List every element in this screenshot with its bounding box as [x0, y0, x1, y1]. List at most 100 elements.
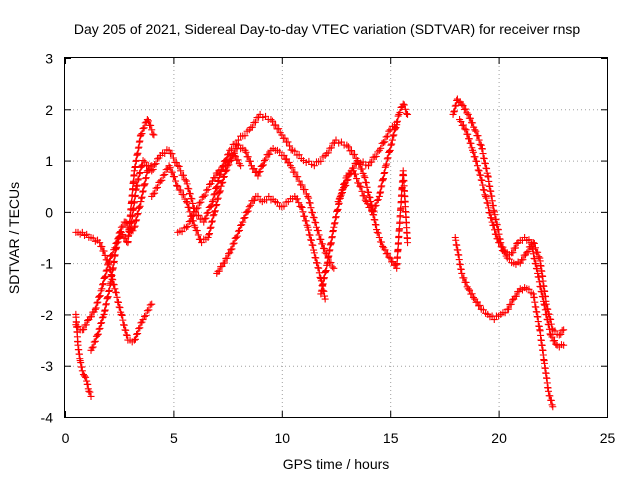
data-point [385, 127, 393, 135]
data-point [343, 176, 351, 184]
data-point [295, 199, 303, 207]
data-point [272, 121, 280, 129]
data-point [209, 212, 217, 220]
data-point [234, 156, 242, 164]
data-point [137, 131, 145, 139]
data-point [234, 227, 242, 235]
data-point [258, 162, 266, 170]
data-point [190, 211, 198, 219]
x-axis-label: GPS time / hours [283, 456, 390, 472]
data-point [335, 195, 343, 203]
data-point [476, 301, 484, 309]
data-point [259, 161, 267, 169]
data-point [492, 216, 500, 224]
data-point [113, 239, 121, 247]
data-point [455, 99, 463, 107]
data-point [539, 293, 547, 301]
data-point [138, 130, 146, 138]
data-point [383, 155, 391, 163]
data-point [178, 228, 186, 236]
data-point [371, 216, 379, 224]
data-point [360, 172, 368, 180]
data-point [175, 162, 183, 170]
data-point [168, 168, 176, 176]
data-point [275, 125, 283, 133]
data-point [133, 211, 141, 219]
data-point [377, 183, 385, 191]
data-point [464, 130, 472, 138]
data-point [193, 205, 201, 213]
data-point [551, 327, 559, 335]
data-point [297, 203, 305, 211]
data-point [134, 210, 142, 218]
data-point [204, 208, 212, 216]
data-point [347, 147, 355, 155]
data-point [140, 124, 148, 132]
data-point [149, 190, 157, 198]
data-point [130, 336, 138, 344]
data-point [367, 198, 375, 206]
data-point [317, 287, 325, 295]
data-point [146, 301, 154, 309]
data-point [353, 175, 361, 183]
data-point [231, 149, 239, 157]
data-point [149, 130, 157, 138]
data-point [117, 223, 125, 231]
data-point [321, 295, 329, 303]
data-point [116, 228, 124, 236]
data-point [101, 251, 109, 259]
data-point [267, 116, 275, 124]
data-point [549, 403, 557, 411]
data-point [540, 300, 548, 308]
data-point [217, 166, 225, 174]
data-point [473, 298, 481, 306]
data-point [104, 293, 112, 301]
data-point [149, 165, 157, 173]
data-point [373, 196, 381, 204]
data-point [136, 202, 144, 210]
data-point [463, 109, 471, 117]
data-point [115, 229, 123, 237]
data-point [301, 212, 309, 220]
data-point [144, 117, 152, 125]
data-point [313, 259, 321, 267]
data-point [218, 179, 226, 187]
data-point [201, 215, 209, 223]
data-point [319, 240, 327, 248]
data-point [384, 154, 392, 162]
data-point [119, 222, 127, 230]
y-tick-label: 2 [45, 102, 53, 118]
data-point [459, 102, 467, 110]
data-point [528, 240, 536, 248]
data-point [529, 250, 537, 258]
data-point [356, 182, 364, 190]
y-tick-label: -4 [41, 410, 54, 426]
data-point [88, 344, 96, 352]
data-point [203, 186, 211, 194]
data-point [310, 162, 318, 170]
data-point [285, 158, 293, 166]
data-point [469, 148, 477, 156]
data-point [94, 330, 102, 338]
data-point [174, 162, 182, 170]
data-point [315, 264, 323, 272]
data-point [354, 157, 362, 165]
data-point [544, 316, 552, 324]
data-point [321, 292, 329, 300]
data-point [212, 202, 220, 210]
data-point [254, 172, 262, 180]
data-point [295, 151, 303, 159]
data-point [278, 131, 286, 139]
data-point [519, 256, 527, 264]
data-point [370, 211, 378, 219]
data-point [451, 107, 459, 115]
data-point [496, 239, 504, 247]
data-point [198, 239, 206, 247]
data-point [299, 208, 307, 216]
data-point [535, 253, 543, 261]
data-point [321, 249, 329, 257]
data-point [288, 164, 296, 172]
data-point [137, 198, 145, 206]
data-point [101, 307, 109, 315]
